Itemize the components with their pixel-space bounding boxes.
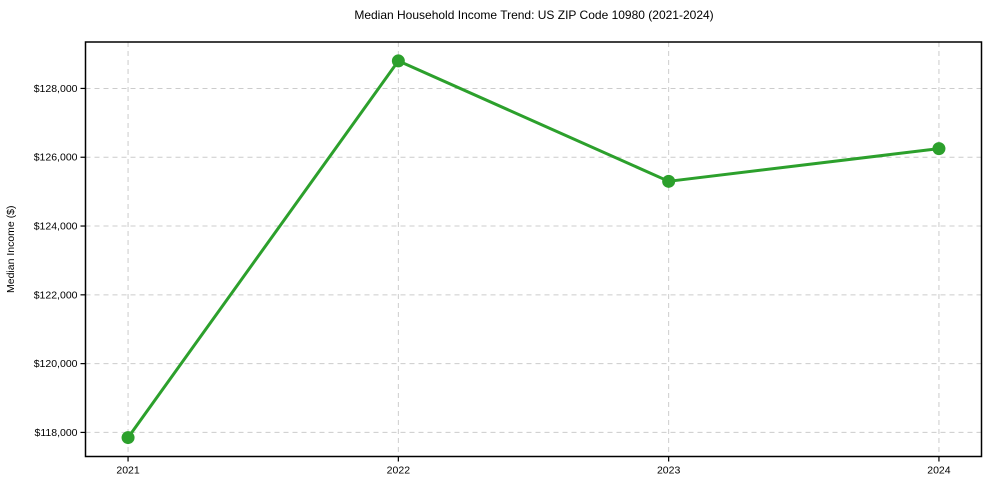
trend-line: [126, 59, 941, 440]
x-tick-label: 2022: [387, 465, 411, 477]
y-tick-label: $124,000: [34, 221, 78, 233]
y-tick-label: $128,000: [34, 83, 78, 95]
x-tick-label: 2023: [657, 465, 681, 477]
data-point-2021: [121, 431, 135, 445]
chart-title: Median Household Income Trend: US ZIP Co…: [354, 8, 714, 22]
x-tick-label: 2021: [116, 465, 140, 477]
y-tick-label: $118,000: [34, 427, 77, 439]
y-tick-label: $122,000: [34, 289, 78, 301]
data-point-2023: [662, 174, 676, 188]
y-tick-label: $120,000: [34, 358, 78, 370]
data-point-2022: [391, 54, 405, 68]
y-axis-label: Median Income ($): [5, 205, 17, 293]
y-tick-label: $126,000: [34, 152, 78, 164]
data-point-2024: [932, 142, 946, 156]
plot-border: [84, 41, 983, 458]
x-tick-label: 2024: [927, 465, 951, 477]
